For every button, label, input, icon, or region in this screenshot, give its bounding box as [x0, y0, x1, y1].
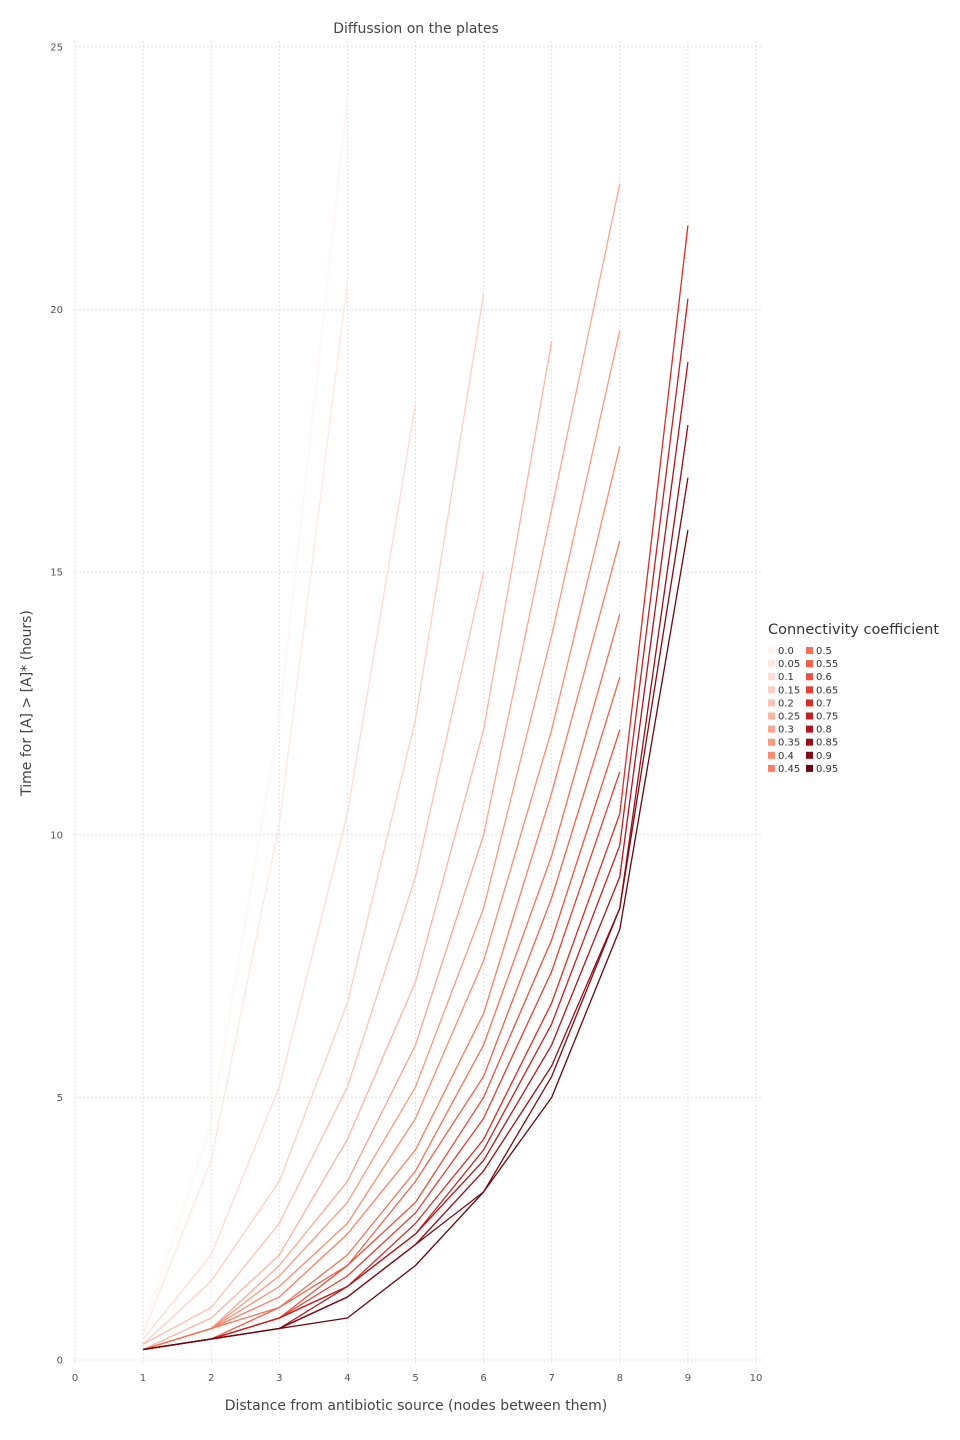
legend-label: 0.9 [816, 751, 832, 762]
legend-swatch [768, 647, 775, 654]
y-tick-label: 10 [50, 830, 63, 841]
legend-label: 0.65 [816, 685, 838, 696]
legend-swatch [806, 686, 813, 694]
legend-swatch [806, 660, 813, 668]
series-line-0-25 [142, 340, 553, 1351]
series-line-0-95 [143, 530, 689, 1351]
series-line-0-2 [142, 572, 485, 1345]
series-line-0-1 [142, 403, 417, 1340]
legend-label: 0.0 [778, 646, 794, 657]
y-axis-title: Time for [A] > [A]* (hours) [19, 610, 35, 797]
legend-label: 0.3 [778, 725, 794, 736]
legend-label: 0.1 [778, 672, 794, 683]
legend-swatch [768, 764, 775, 772]
legend-title: Connectivity coefficient [768, 622, 939, 638]
legend-swatch [806, 699, 813, 707]
y-tick-label: 5 [57, 1093, 63, 1104]
legend-label: 0.6 [816, 672, 832, 683]
legend-swatch [768, 712, 775, 720]
legend-swatch [768, 686, 775, 694]
x-tick-label: 0 [72, 1373, 78, 1384]
legend-swatch [768, 673, 775, 681]
x-tick-label: 4 [344, 1373, 350, 1384]
x-tick-label: 3 [276, 1373, 282, 1384]
legend-label: 0.75 [816, 712, 838, 723]
legend-label: 0.5 [816, 646, 832, 657]
y-tick-label: 25 [50, 43, 63, 54]
legend-label: 0.95 [816, 764, 838, 775]
x-tick-label: 2 [208, 1373, 214, 1384]
legend-swatch [768, 660, 775, 668]
legend-label: 0.4 [778, 751, 794, 762]
series-line-0-05 [142, 283, 349, 1334]
series-line-0-3 [142, 183, 621, 1351]
legend-swatch [768, 725, 775, 733]
series-line-0-4 [142, 446, 621, 1351]
legend-swatch [768, 738, 775, 746]
legend-swatch [806, 647, 813, 654]
legend-items: 0.0 0.05 0.1 0.15 0.2 0.25 0.3 0.35 0.4 0.45 0.5 0.… [768, 646, 838, 775]
x-tick-label: 7 [549, 1373, 555, 1384]
x-axis-title: Distance from antibiotic source (nodes b… [225, 1398, 608, 1414]
legend-label: 0.85 [816, 738, 838, 749]
x-tick-label: 9 [685, 1373, 691, 1384]
legend-label: 0.45 [778, 764, 800, 775]
legend-swatch [806, 738, 813, 746]
series-line-0-15 [142, 293, 485, 1345]
x-tick-label: 10 [750, 1373, 763, 1384]
legend-swatch [806, 712, 813, 720]
legend: Connectivity coefficient 0.00.050.10.150… [768, 622, 939, 775]
x-tick-label: 8 [617, 1373, 623, 1384]
legend-label: 0.25 [778, 712, 800, 723]
legend-swatch [806, 725, 813, 733]
legend-swatch [806, 673, 813, 681]
series-line-0-6 [143, 729, 621, 1351]
x-tick-label: 6 [480, 1373, 486, 1384]
legend-swatch [768, 751, 775, 759]
legend-label: 0.55 [816, 659, 838, 670]
series-line-0-0 [142, 99, 349, 1329]
legend-label: 0.35 [778, 738, 800, 749]
legend-label: 0.15 [778, 685, 800, 696]
legend-swatch [806, 751, 813, 759]
series-line-0-35 [142, 330, 621, 1351]
series-line-0-75 [143, 299, 689, 1351]
x-tick-label: 1 [140, 1373, 146, 1384]
series-line-0-45 [142, 540, 621, 1351]
tick-labels: 0 1 2 3 4 5 6 7 8 9 10 0 5 10 15 20 25 [50, 43, 762, 1385]
legend-label: 0.7 [816, 698, 832, 709]
legend-swatch [806, 764, 813, 772]
legend-label: 0.8 [816, 725, 832, 736]
x-tick-label: 5 [412, 1373, 418, 1384]
legend-swatch [768, 699, 775, 707]
chart-title: Diffussion on the plates [333, 21, 499, 37]
y-tick-label: 0 [57, 1356, 63, 1367]
legend-label: 0.05 [778, 659, 800, 670]
series-lines [142, 99, 689, 1351]
series-line-0-5 [142, 614, 621, 1351]
y-tick-label: 15 [50, 568, 63, 579]
y-tick-label: 20 [50, 305, 63, 316]
series-line-0-55 [143, 677, 621, 1351]
legend-label: 0.2 [778, 698, 794, 709]
